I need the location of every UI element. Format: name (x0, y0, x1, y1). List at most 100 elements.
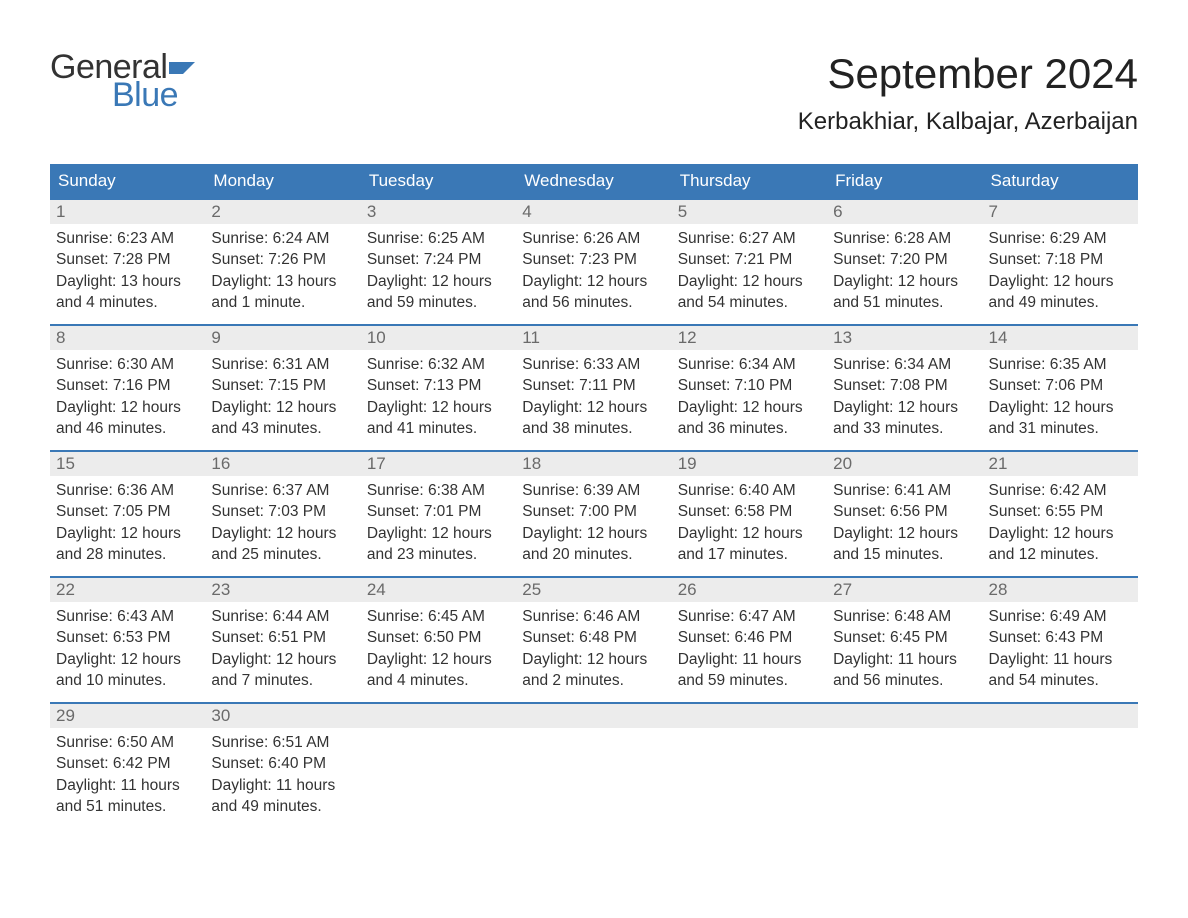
day-details: Sunrise: 6:34 AMSunset: 7:08 PMDaylight:… (827, 350, 982, 448)
calendar-day: 11 Sunrise: 6:33 AMSunset: 7:11 PMDayligh… (516, 326, 671, 450)
calendar-day (827, 704, 982, 828)
day-number: 21 (983, 452, 1138, 476)
day-details: Sunrise: 6:31 AMSunset: 7:15 PMDaylight:… (205, 350, 360, 448)
calendar-day: 17Sunrise: 6:38 AMSunset: 7:01 PMDayligh… (361, 452, 516, 576)
day-details: Sunrise: 6:39 AMSunset: 7:00 PMDaylight:… (516, 476, 671, 574)
sunrise-line: Sunrise: 6:43 AM (56, 606, 199, 627)
calendar: Sunday Monday Tuesday Wednesday Thursday… (50, 164, 1138, 828)
location-subtitle: Kerbakhiar, Kalbajar, Azerbaijan (798, 108, 1138, 136)
day-details: Sunrise: 6:28 AMSunset: 7:20 PMDaylight:… (827, 224, 982, 322)
weekday-header: Tuesday (361, 164, 516, 198)
daylight-line: Daylight: 13 hours and 1 minute. (211, 271, 354, 314)
day-details: Sunrise: 6:48 AMSunset: 6:45 PMDaylight:… (827, 602, 982, 700)
sunset-line: Sunset: 6:53 PM (56, 627, 199, 648)
sunrise-line: Sunrise: 6:50 AM (56, 732, 199, 753)
daylight-line: Daylight: 12 hours and 38 minutes. (522, 397, 665, 440)
day-number: 11 (516, 326, 671, 350)
calendar-day: 29Sunrise: 6:50 AMSunset: 6:42 PMDayligh… (50, 704, 205, 828)
daylight-line: Daylight: 12 hours and 46 minutes. (56, 397, 199, 440)
sunset-line: Sunset: 6:51 PM (211, 627, 354, 648)
daylight-line: Daylight: 12 hours and 33 minutes. (833, 397, 976, 440)
sunrise-line: Sunrise: 6:37 AM (211, 480, 354, 501)
day-number: 28 (983, 578, 1138, 602)
title-block: September 2024 Kerbakhiar, Kalbajar, Aze… (798, 50, 1138, 136)
weekday-header-row: Sunday Monday Tuesday Wednesday Thursday… (50, 164, 1138, 198)
day-details: Sunrise: 6:30 AMSunset: 7:16 PMDaylight:… (50, 350, 205, 448)
sunset-line: Sunset: 7:00 PM (522, 501, 665, 522)
sunrise-line: Sunrise: 6:47 AM (678, 606, 821, 627)
day-details: Sunrise: 6:26 AMSunset: 7:23 PMDaylight:… (516, 224, 671, 322)
sunset-line: Sunset: 7:20 PM (833, 249, 976, 270)
calendar-day (672, 704, 827, 828)
sunrise-line: Sunrise: 6:33 AM (522, 354, 665, 375)
daylight-line: Daylight: 12 hours and 12 minutes. (989, 523, 1132, 566)
calendar-day (361, 704, 516, 828)
calendar-week: 22Sunrise: 6:43 AMSunset: 6:53 PMDayligh… (50, 576, 1138, 702)
day-number: 4 (516, 200, 671, 224)
day-details: Sunrise: 6:44 AMSunset: 6:51 PMDaylight:… (205, 602, 360, 700)
sunset-line: Sunset: 7:21 PM (678, 249, 821, 270)
sunrise-line: Sunrise: 6:45 AM (367, 606, 510, 627)
day-number: 14 (983, 326, 1138, 350)
calendar-day (983, 704, 1138, 828)
day-details: Sunrise: 6:50 AMSunset: 6:42 PMDaylight:… (50, 728, 205, 826)
day-number: 25 (516, 578, 671, 602)
sunset-line: Sunset: 6:48 PM (522, 627, 665, 648)
sunrise-line: Sunrise: 6:38 AM (367, 480, 510, 501)
sunrise-line: Sunrise: 6:35 AM (989, 354, 1132, 375)
sunset-line: Sunset: 7:16 PM (56, 375, 199, 396)
daylight-line: Daylight: 12 hours and 54 minutes. (678, 271, 821, 314)
calendar-day: 20Sunrise: 6:41 AMSunset: 6:56 PMDayligh… (827, 452, 982, 576)
sunrise-line: Sunrise: 6:25 AM (367, 228, 510, 249)
daylight-line: Daylight: 12 hours and 49 minutes. (989, 271, 1132, 314)
day-details: Sunrise: 6:36 AMSunset: 7:05 PMDaylight:… (50, 476, 205, 574)
sunrise-line: Sunrise: 6:36 AM (56, 480, 199, 501)
day-number: 30 (205, 704, 360, 728)
calendar-day: 18Sunrise: 6:39 AMSunset: 7:00 PMDayligh… (516, 452, 671, 576)
sunset-line: Sunset: 6:42 PM (56, 753, 199, 774)
day-details: Sunrise: 6:46 AMSunset: 6:48 PMDaylight:… (516, 602, 671, 700)
sunrise-line: Sunrise: 6:26 AM (522, 228, 665, 249)
day-details: Sunrise: 6:24 AMSunset: 7:26 PMDaylight:… (205, 224, 360, 322)
sunrise-line: Sunrise: 6:51 AM (211, 732, 354, 753)
sunset-line: Sunset: 7:06 PM (989, 375, 1132, 396)
sunrise-line: Sunrise: 6:31 AM (211, 354, 354, 375)
sunset-line: Sunset: 6:50 PM (367, 627, 510, 648)
sunrise-line: Sunrise: 6:40 AM (678, 480, 821, 501)
sunrise-line: Sunrise: 6:46 AM (522, 606, 665, 627)
day-number: 5 (672, 200, 827, 224)
day-details: Sunrise: 6:47 AMSunset: 6:46 PMDaylight:… (672, 602, 827, 700)
weeks-container: 1Sunrise: 6:23 AMSunset: 7:28 PMDaylight… (50, 198, 1138, 828)
calendar-day: 19Sunrise: 6:40 AMSunset: 6:58 PMDayligh… (672, 452, 827, 576)
calendar-day: 2Sunrise: 6:24 AMSunset: 7:26 PMDaylight… (205, 200, 360, 324)
daylight-line: Daylight: 12 hours and 7 minutes. (211, 649, 354, 692)
sunset-line: Sunset: 6:56 PM (833, 501, 976, 522)
daylight-line: Daylight: 11 hours and 51 minutes. (56, 775, 199, 818)
daylight-line: Daylight: 12 hours and 25 minutes. (211, 523, 354, 566)
sunrise-line: Sunrise: 6:29 AM (989, 228, 1132, 249)
sunset-line: Sunset: 7:28 PM (56, 249, 199, 270)
day-number: 16 (205, 452, 360, 476)
daylight-line: Daylight: 12 hours and 23 minutes. (367, 523, 510, 566)
sunrise-line: Sunrise: 6:32 AM (367, 354, 510, 375)
daylight-line: Daylight: 12 hours and 43 minutes. (211, 397, 354, 440)
day-number: 13 (827, 326, 982, 350)
day-number: 23 (205, 578, 360, 602)
sunset-line: Sunset: 7:03 PM (211, 501, 354, 522)
day-number: 2 (205, 200, 360, 224)
day-number: 12 (672, 326, 827, 350)
sunset-line: Sunset: 6:40 PM (211, 753, 354, 774)
daylight-line: Daylight: 12 hours and 36 minutes. (678, 397, 821, 440)
sunset-line: Sunset: 7:11 PM (522, 375, 665, 396)
sunset-line: Sunset: 7:26 PM (211, 249, 354, 270)
day-number: 20 (827, 452, 982, 476)
calendar-day: 21Sunrise: 6:42 AMSunset: 6:55 PMDayligh… (983, 452, 1138, 576)
daylight-line: Daylight: 11 hours and 59 minutes. (678, 649, 821, 692)
day-details: Sunrise: 6:35 AMSunset: 7:06 PMDaylight:… (983, 350, 1138, 448)
daylight-line: Daylight: 12 hours and 56 minutes. (522, 271, 665, 314)
day-details: Sunrise: 6:27 AMSunset: 7:21 PMDaylight:… (672, 224, 827, 322)
sunrise-line: Sunrise: 6:44 AM (211, 606, 354, 627)
calendar-day: 27Sunrise: 6:48 AMSunset: 6:45 PMDayligh… (827, 578, 982, 702)
sunset-line: Sunset: 7:23 PM (522, 249, 665, 270)
daylight-line: Daylight: 11 hours and 56 minutes. (833, 649, 976, 692)
